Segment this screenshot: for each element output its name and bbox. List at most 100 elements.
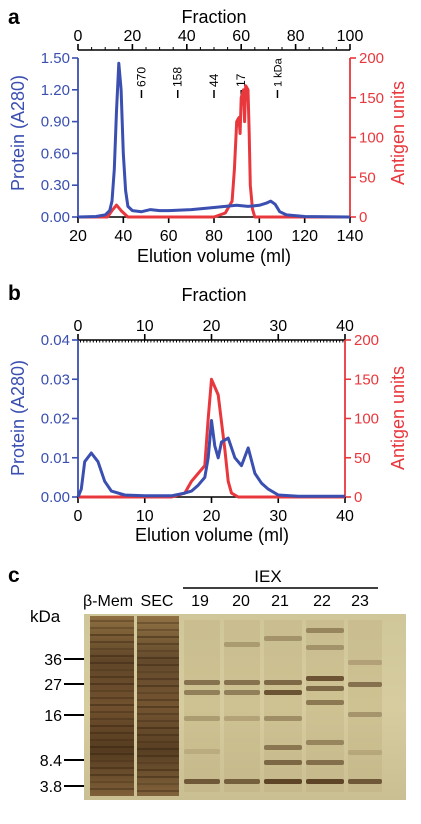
panel-c: c IEX kDa β-Mem SEC 19 20 21 22 23 36 27 16 8.4 3.…	[8, 564, 406, 800]
gel-band	[90, 753, 134, 755]
gel-band	[90, 781, 134, 783]
gel-band	[306, 700, 344, 705]
top-tick-label: 100	[337, 28, 364, 45]
antigen-series-a	[78, 84, 350, 219]
right-tick-label: 200	[359, 50, 384, 67]
gel-band	[137, 748, 179, 750]
gel-band	[137, 685, 179, 687]
gel-band	[137, 636, 179, 638]
left-tick-label: 0.60	[41, 145, 70, 162]
left-tick-label: 0.00	[41, 209, 70, 226]
ylabel-right-a: Antigen units	[388, 81, 408, 185]
gel-band	[264, 716, 302, 721]
panel-a: a Fraction 0 20 40 60 80 100 0.00 0.30 0.60 0.90…	[8, 6, 408, 266]
gel-band	[137, 657, 179, 659]
gel-band	[306, 740, 344, 745]
gel-band	[90, 697, 134, 699]
left-tick-label: 0.00	[41, 489, 70, 506]
bottom-tick-label: 30	[269, 508, 287, 525]
gel-band	[137, 720, 179, 722]
gel-band	[90, 774, 134, 776]
gel-band	[348, 660, 382, 665]
gel-band	[348, 682, 382, 687]
gel-band	[137, 713, 179, 715]
gel-band	[224, 642, 260, 647]
gel-band	[90, 746, 134, 748]
ylabel-left-a: Protein (A280)	[8, 75, 28, 191]
gel-band	[90, 704, 134, 706]
bottom-tick-label: 140	[337, 228, 364, 245]
gel-band	[90, 676, 134, 678]
size-marker-label: 3.8	[40, 779, 62, 796]
gel-band	[264, 680, 302, 685]
xlabel-a: Elution volume (ml)	[137, 246, 291, 266]
gel-band	[137, 783, 179, 785]
top-tick-label: 40	[178, 28, 196, 45]
gel-band	[90, 725, 134, 727]
bottom-tick-label: 10	[136, 508, 154, 525]
lane-label: 23	[351, 593, 369, 610]
right-tick-label: 100	[359, 130, 384, 147]
gel-band	[184, 749, 220, 754]
gel-band	[306, 676, 344, 681]
panel-letter-a: a	[8, 6, 20, 29]
gel-band	[264, 760, 302, 765]
gel-band	[306, 628, 344, 633]
top-tick-labels-b: 0 10 20 30 40	[74, 318, 354, 335]
protein-series-b	[76, 419, 345, 498]
group-label-iex: IEX	[254, 567, 281, 586]
bottom-tick-label: 40	[336, 508, 354, 525]
left-tick-labels-a: 0.00 0.30 0.60 0.90 1.20 1.50	[41, 50, 70, 226]
gel-band	[137, 650, 179, 652]
gel-band	[90, 627, 134, 629]
left-tick-label: 0.01	[41, 450, 70, 467]
gel-band	[224, 680, 260, 685]
gel-band	[90, 767, 134, 769]
right-tick-labels-a: 0 50 100 150 200	[359, 50, 384, 226]
top-tick-label: 80	[287, 28, 305, 45]
gel-band	[137, 699, 179, 701]
mw-marker-label: 17	[234, 73, 248, 87]
gel-band	[90, 648, 134, 650]
bottom-tick-label: 100	[246, 228, 273, 245]
gel-lanes	[90, 616, 382, 796]
gel-band	[90, 620, 134, 622]
gel-band	[184, 680, 220, 685]
panel-letter-c: c	[8, 564, 20, 587]
gel-band	[90, 788, 134, 790]
gel-band	[137, 776, 179, 778]
bottom-tick-label: 80	[205, 228, 223, 245]
gel-band	[137, 692, 179, 694]
gel-band	[306, 686, 344, 691]
left-tick-label: 0.02	[41, 411, 70, 428]
right-tick-label: 0	[354, 489, 362, 506]
axis-ticks-b	[72, 334, 351, 503]
gel-band	[137, 706, 179, 708]
gel-band	[90, 641, 134, 643]
gel-band	[306, 779, 344, 784]
ylabel-left-b: Protein (A280)	[8, 360, 28, 476]
gel-lane	[348, 620, 382, 792]
gel-band	[137, 762, 179, 764]
mw-marker-label: 158	[171, 67, 185, 87]
gel-band	[90, 739, 134, 741]
gel-band	[90, 760, 134, 762]
right-tick-label: 100	[354, 411, 379, 428]
gel-band	[90, 711, 134, 713]
top-axis-title-b: Fraction	[181, 285, 246, 305]
gel-band	[90, 683, 134, 685]
size-marker-label: 16	[44, 708, 62, 725]
right-tick-label: 150	[354, 371, 379, 388]
gel-band	[137, 790, 179, 792]
gel-band	[90, 662, 134, 664]
gel-lane	[184, 620, 220, 792]
gel-band	[90, 655, 134, 657]
right-tick-label: 50	[359, 169, 376, 186]
gel-band	[348, 779, 382, 784]
top-tick-label: 0	[74, 318, 83, 335]
lane-label: 22	[313, 593, 331, 610]
gel-lane	[264, 620, 302, 792]
lane-labels: β-Mem SEC 19 20 21 22 23	[83, 593, 369, 610]
mw-marker-label: 44	[207, 73, 221, 87]
